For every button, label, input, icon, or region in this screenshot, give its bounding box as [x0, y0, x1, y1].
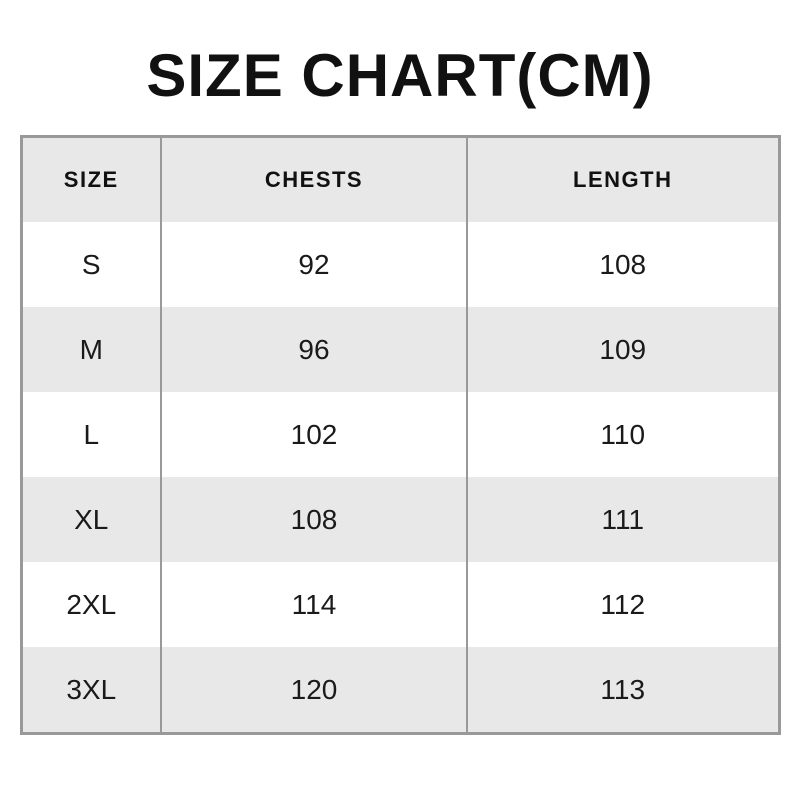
chests-cell: 102: [160, 392, 468, 477]
table-header-chests: CHESTS: [160, 136, 468, 222]
chests-cell: 120: [160, 647, 468, 734]
chests-cell: 108: [160, 477, 468, 562]
chests-cell: 96: [160, 307, 468, 392]
page-title: SIZE CHART(CM): [146, 42, 654, 109]
size-cell: L: [20, 392, 162, 477]
table-header-row: SIZE CHESTS LENGTH: [20, 136, 780, 222]
table-row: 2XL 114 112: [20, 562, 780, 647]
table-row: L 102 110: [20, 392, 780, 477]
length-cell: 108: [466, 222, 780, 307]
table-header-length: LENGTH: [466, 136, 780, 222]
table-row: S 92 108: [20, 222, 780, 307]
length-cell: 110: [466, 392, 780, 477]
size-chart-table: SIZE CHESTS LENGTH S 92 108 M 96 109 L 1…: [19, 135, 781, 735]
size-cell: M: [20, 307, 162, 392]
length-cell: 113: [466, 647, 780, 734]
table-row: 3XL 120 113: [20, 647, 780, 734]
chests-cell: 92: [160, 222, 468, 307]
size-cell: 3XL: [20, 647, 162, 734]
size-cell: S: [20, 222, 162, 307]
table-header-size: SIZE: [20, 136, 162, 222]
length-cell: 112: [466, 562, 780, 647]
chests-cell: 114: [160, 562, 468, 647]
table-row: M 96 109: [20, 307, 780, 392]
size-cell: 2XL: [20, 562, 162, 647]
table-row: XL 108 111: [20, 477, 780, 562]
length-cell: 109: [466, 307, 780, 392]
size-cell: XL: [20, 477, 162, 562]
length-cell: 111: [466, 477, 780, 562]
